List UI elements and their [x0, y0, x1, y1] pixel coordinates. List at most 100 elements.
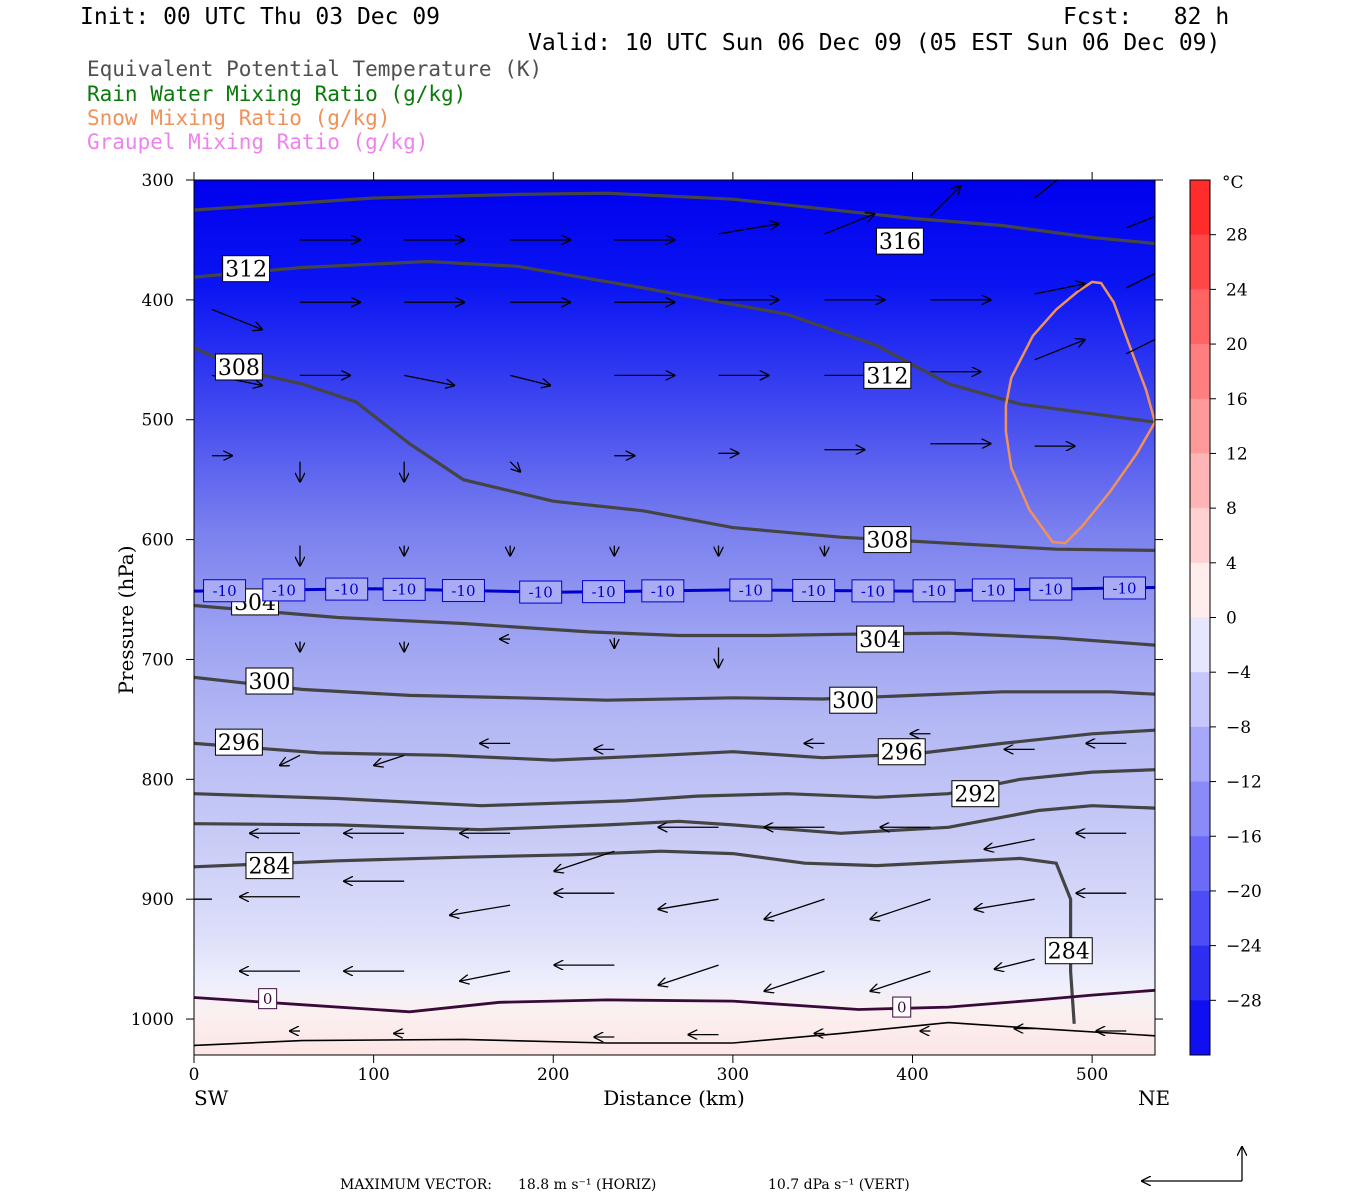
- minus10-label: -10: [451, 582, 475, 600]
- colorbar-tick-label: 0: [1226, 609, 1237, 629]
- forecast-hour: Fcst: 82 h: [1063, 4, 1230, 30]
- colorbar-tick-label: 12: [1226, 444, 1248, 464]
- minus10-label: -10: [529, 583, 553, 601]
- minus10-label-box: [203, 579, 247, 603]
- y-tick-label: 900: [142, 890, 174, 910]
- wind-vector: [1034, 284, 1085, 295]
- colorbar-tick-label: 4: [1226, 554, 1237, 574]
- colorbar-segment: [1190, 344, 1210, 400]
- colorbar-tick-label: −4: [1226, 663, 1251, 683]
- wind-vector: [554, 850, 615, 871]
- zero-label-box: [892, 996, 912, 1018]
- theta-e-label-304-box: [856, 625, 905, 653]
- minus10-label: -10: [739, 581, 763, 599]
- y-tick-label: 800: [142, 770, 174, 790]
- theta-e-contour-284: [194, 849, 1076, 1024]
- x-tick-label: 200: [537, 1065, 569, 1085]
- max-vector-vert: 10.7 dPa s⁻¹ (VERT): [768, 1177, 910, 1193]
- colorbar-segment: [1190, 945, 1210, 1001]
- x-axis-title: Distance (km): [603, 1086, 745, 1110]
- reference-vector-icon: [1142, 1147, 1242, 1181]
- init-time: Init: 00 UTC Thu 03 Dec 09: [80, 4, 441, 30]
- theta-e-contour-312: [194, 259, 1155, 424]
- wind-vector: [870, 970, 931, 991]
- y-tick-label: 700: [142, 650, 174, 670]
- theta-e-label-308: 308: [218, 356, 260, 381]
- minus10-label-box: [382, 577, 426, 601]
- minus10-label: -10: [861, 582, 885, 600]
- legend-theta-e: Equivalent Potential Temperature (K): [87, 57, 543, 81]
- minus10-label-box: [792, 578, 836, 602]
- plot-frame: [193, 179, 1156, 1056]
- wind-vector: [659, 898, 719, 909]
- zero-label: 0: [897, 998, 907, 1016]
- minus10-label-box: [325, 577, 369, 601]
- minus10-label: -10: [922, 582, 946, 600]
- zero-isotherm: [194, 988, 1155, 1014]
- theta-e-label-316: 316: [879, 230, 921, 255]
- wind-vector: [460, 970, 511, 981]
- legend-graupel: Graupel Mixing Ratio (g/kg): [87, 130, 429, 154]
- wind-vector: [1034, 180, 1059, 199]
- minus10-label: -10: [651, 582, 675, 600]
- wind-vector: [450, 904, 511, 915]
- y-tick-label: 1000: [131, 1010, 174, 1030]
- wind-vector: [280, 754, 301, 765]
- theta-e-label-312: 312: [866, 364, 908, 389]
- minus10-label-box: [1029, 577, 1073, 601]
- minus10-label-box: [851, 579, 895, 603]
- x-endpoint-right: NE: [1138, 1086, 1170, 1110]
- theta-e-label-284-box: [1044, 937, 1093, 965]
- colorbar-segment: [1190, 180, 1210, 236]
- colorbar-tick-label: −24: [1226, 937, 1262, 957]
- theta-e-label-300-box: [245, 667, 294, 695]
- theta-e-label-296-box: [214, 728, 263, 756]
- wind-vector: [764, 970, 825, 991]
- minus10-label-box: [641, 579, 685, 603]
- colorbar-tick-label: −16: [1226, 827, 1262, 847]
- wind-vector: [1034, 340, 1085, 361]
- theta-e-label-308-box: [214, 353, 263, 381]
- valid-time: Valid: 10 UTC Sun 06 Dec 09 (05 EST Sun …: [528, 30, 1221, 56]
- legend-rain: Rain Water Mixing Ratio (g/kg): [87, 82, 467, 106]
- wind-vector: [404, 374, 454, 385]
- wind-vector: [870, 898, 931, 919]
- colorbar-segment: [1190, 836, 1210, 892]
- minus10-label-box: [582, 580, 626, 604]
- theta-e-contour-308: [194, 346, 1155, 552]
- wind-vector: [509, 461, 520, 472]
- minus10-label-box: [519, 580, 563, 604]
- x-tick-label: 0: [189, 1065, 200, 1085]
- theta-e-label-284: 284: [1048, 940, 1090, 965]
- wind-vector: [995, 958, 1035, 969]
- y-tick-label: 500: [142, 411, 174, 431]
- colorbar-tick-label: 8: [1226, 499, 1237, 519]
- theta-e-contour-292: [194, 768, 1155, 808]
- max-vector-horiz: 18.8 m s⁻¹ (HORIZ): [518, 1177, 657, 1193]
- wind-vector: [509, 374, 550, 385]
- colorbar-segment: [1190, 453, 1210, 509]
- y-tick-label: 600: [142, 531, 174, 551]
- x-endpoint-left: SW: [194, 1086, 229, 1110]
- theta-e-label-292: 292: [954, 783, 996, 808]
- theta-e-contour-288: [194, 804, 1155, 835]
- max-vector-label: MAXIMUM VECTOR:: [340, 1177, 492, 1193]
- colorbar-segment: [1190, 289, 1210, 345]
- colorbar-segment: [1190, 781, 1210, 837]
- wind-vector: [985, 838, 1035, 849]
- theta-e-label-304: 304: [859, 628, 901, 653]
- minus10-label: -10: [802, 582, 826, 600]
- wind-vector: [1125, 338, 1155, 355]
- terrain-line: [194, 1021, 1155, 1047]
- minus10-label: -10: [212, 582, 236, 600]
- theta-e-contour-296: [194, 728, 1155, 762]
- theta-e-label-312-box: [222, 255, 271, 283]
- colorbar-segment: [1190, 234, 1210, 290]
- theta-e-label-296-box: [877, 738, 926, 766]
- minus10-label-box: [912, 579, 956, 603]
- colorbar-tick-label: −20: [1226, 882, 1262, 902]
- theta-e-contour-316: [194, 191, 1155, 246]
- minus10-label: -10: [981, 581, 1005, 599]
- colorbar-segment: [1190, 1000, 1210, 1056]
